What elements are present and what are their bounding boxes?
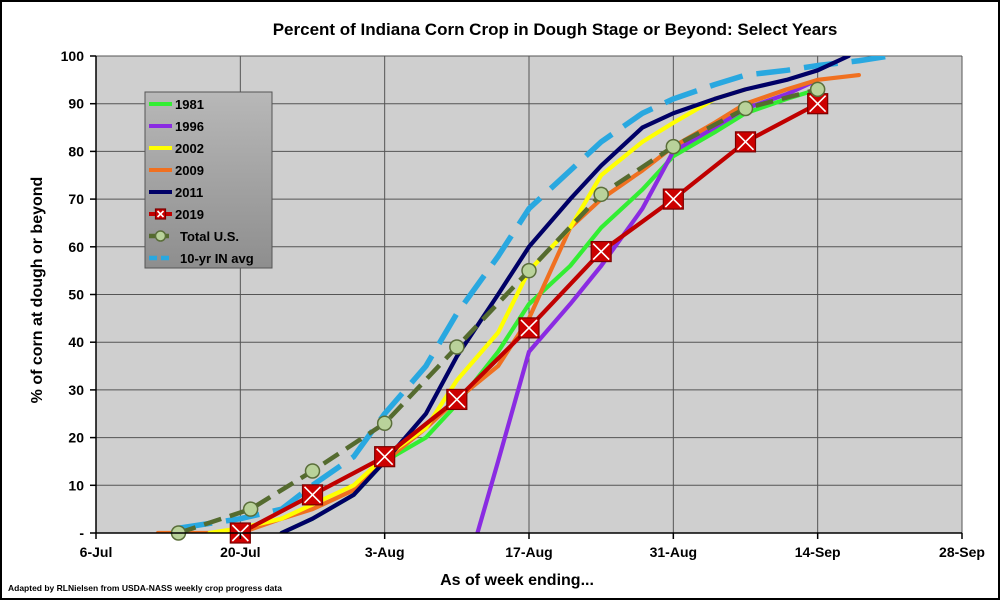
- legend-item: Total U.S.: [149, 229, 239, 244]
- y-tick-label: 30: [68, 382, 84, 398]
- legend-item: 1981: [149, 97, 204, 112]
- legend-label: Total U.S.: [180, 229, 239, 244]
- chart-title: Percent of Indiana Corn Crop in Dough St…: [273, 20, 838, 39]
- marker-total-us-point: [376, 415, 393, 432]
- y-tick-label: 100: [61, 48, 85, 64]
- legend-item: 2011: [149, 185, 203, 200]
- y-tick-label: 50: [68, 287, 84, 303]
- marker-total-us-point: [449, 339, 465, 355]
- y-tick-label: 60: [68, 239, 84, 255]
- x-axis-ticks: 6-Jul 20-Jul 3-Aug 17-Aug 31-Aug 14-Sep 28-Sep: [80, 533, 985, 560]
- marker-total-us-point: [665, 138, 682, 155]
- legend-label: 2009: [175, 163, 204, 178]
- legend-item: 1996: [149, 119, 204, 134]
- marker-2019-point: [518, 317, 540, 339]
- series-line-2011: [279, 56, 851, 533]
- marker-2019-point: [590, 240, 612, 263]
- y-tick-label: 80: [68, 143, 84, 159]
- marker-total-us-point: [737, 100, 754, 117]
- legend-label: 10-yr IN avg: [180, 251, 254, 266]
- y-tick-label: 70: [68, 191, 84, 207]
- series-line-total-u-s-: [177, 87, 819, 533]
- marker-2019-point: [734, 131, 757, 153]
- marker-2019-point: [662, 188, 684, 210]
- marker-total-us-point: [242, 501, 259, 517]
- marker-2019-point: [301, 484, 324, 506]
- marker-2019-point: [446, 388, 468, 411]
- x-tick-label: 6-Jul: [80, 544, 113, 560]
- marker-layer: [170, 81, 829, 544]
- marker-total-us-point: [809, 81, 826, 98]
- y-tick-label: -: [79, 525, 84, 541]
- legend-item: 10-yr IN avg: [149, 251, 254, 266]
- marker-total-us-point: [593, 186, 609, 203]
- legend-marker-icon: [154, 230, 167, 242]
- legend-item: 2002: [149, 141, 204, 156]
- legend-label: 1981: [175, 97, 204, 112]
- legend-item: 2009: [149, 163, 204, 178]
- marker-total-us-point: [521, 262, 537, 279]
- legend-label: 1996: [175, 119, 204, 134]
- x-tick-label: 3-Aug: [365, 544, 405, 560]
- marker-total-us-point: [304, 463, 321, 479]
- legend: 1981 1996 2002 2009 2011 2019 Total U.S. 10-yr …: [144, 91, 273, 269]
- source-note: Adapted by RLNielsen from USDA-NASS week…: [8, 583, 282, 593]
- legend-item: 2019: [149, 207, 204, 222]
- x-axis-label: As of week ending...: [440, 572, 594, 589]
- y-tick-label: 10: [68, 477, 84, 493]
- marker-2019-point: [374, 446, 396, 468]
- y-tick-label: 40: [68, 334, 84, 350]
- x-tick-label: 14-Sep: [795, 544, 841, 560]
- legend-box: [144, 91, 273, 269]
- x-tick-label: 28-Sep: [939, 544, 985, 560]
- legend-marker-icon: [154, 208, 167, 220]
- legend-label: 2019: [175, 207, 204, 222]
- series-line-10-yr-in-avg: [178, 56, 891, 531]
- y-tick-label: 20: [68, 430, 84, 446]
- x-tick-label: 17-Aug: [505, 544, 552, 560]
- y-axis-label: % of corn at dough or beyond: [29, 177, 46, 404]
- legend-label: 2011: [175, 185, 203, 200]
- x-tick-label: 31-Aug: [650, 544, 697, 560]
- series-layer: [155, 56, 891, 533]
- legend-label: 2002: [175, 141, 204, 156]
- y-tick-label: 90: [68, 96, 84, 112]
- y-axis-ticks: - 10 20 30 40 50 60 70 80 90 100: [61, 48, 96, 541]
- x-tick-label: 20-Jul: [220, 544, 260, 560]
- series-line-2002: [207, 87, 748, 533]
